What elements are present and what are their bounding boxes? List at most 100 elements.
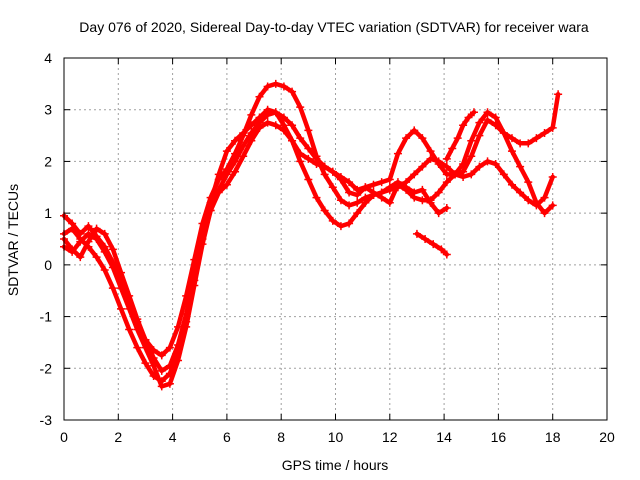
data-point xyxy=(442,178,451,187)
data-point xyxy=(320,162,329,171)
data-point xyxy=(532,134,541,143)
data-point xyxy=(271,108,280,117)
data-point xyxy=(239,141,248,150)
x-axis-label: GPS time / hours xyxy=(282,457,389,473)
data-point xyxy=(483,108,492,117)
data-point xyxy=(296,157,305,166)
data-point xyxy=(190,281,199,290)
y-tick-label: 4 xyxy=(44,50,52,66)
data-point xyxy=(540,209,549,218)
data-point xyxy=(507,180,516,189)
data-point xyxy=(288,87,297,96)
data-point xyxy=(475,118,484,127)
data-point xyxy=(475,131,484,140)
data-point xyxy=(117,268,126,277)
data-point xyxy=(532,201,541,210)
data-point xyxy=(345,201,354,210)
data-point xyxy=(231,136,240,145)
data-point xyxy=(214,170,223,179)
data-point xyxy=(393,149,402,158)
data-point xyxy=(524,139,533,148)
data-point xyxy=(320,206,329,215)
data-point xyxy=(421,235,430,243)
series-layer xyxy=(60,79,563,391)
data-point xyxy=(279,121,288,130)
data-point xyxy=(255,92,264,101)
data-point xyxy=(369,180,378,189)
x-tick-label: 2 xyxy=(114,429,122,445)
data-point xyxy=(499,170,508,179)
y-tick-label: 2 xyxy=(44,153,52,169)
data-point xyxy=(507,147,516,156)
data-point xyxy=(548,172,557,181)
data-point xyxy=(369,191,378,200)
data-point xyxy=(108,263,117,272)
x-tick-label: 4 xyxy=(169,429,177,445)
data-point xyxy=(475,162,484,171)
data-point xyxy=(418,185,427,194)
data-point xyxy=(84,229,93,238)
data-point xyxy=(448,144,457,153)
data-point xyxy=(141,359,150,368)
data-point xyxy=(336,172,345,181)
data-point xyxy=(426,196,435,205)
data-point xyxy=(125,325,134,334)
data-point xyxy=(459,167,468,176)
data-point xyxy=(426,147,435,156)
data-point xyxy=(328,183,337,192)
data-point xyxy=(263,110,272,119)
data-point xyxy=(345,188,354,197)
data-point xyxy=(125,304,134,313)
data-point xyxy=(100,229,109,238)
data-point xyxy=(469,108,478,117)
data-point xyxy=(516,162,525,171)
data-point xyxy=(336,222,345,231)
data-point xyxy=(165,361,174,370)
data-point xyxy=(76,237,85,246)
data-point xyxy=(437,245,446,254)
data-point xyxy=(165,379,174,388)
data-point xyxy=(442,170,451,179)
data-point xyxy=(279,113,288,122)
data-point xyxy=(345,178,354,187)
data-point xyxy=(450,170,459,179)
data-point xyxy=(263,118,272,127)
data-point xyxy=(84,222,93,231)
data-point xyxy=(385,185,394,194)
data-point xyxy=(231,157,240,166)
data-point xyxy=(157,351,166,360)
data-point xyxy=(483,157,492,166)
data-point xyxy=(548,201,557,210)
y-axis-label: SDTVAR / TECUs xyxy=(5,184,21,296)
data-point xyxy=(247,128,256,137)
data-point xyxy=(92,224,101,233)
data-point xyxy=(418,134,427,143)
y-tick-label: -3 xyxy=(40,412,53,428)
data-point xyxy=(239,152,248,161)
data-point xyxy=(499,128,508,137)
data-point xyxy=(320,170,329,179)
data-point xyxy=(198,240,207,249)
data-point xyxy=(206,206,215,215)
data-point xyxy=(434,160,443,169)
data-point xyxy=(304,126,313,135)
data-point xyxy=(540,128,549,137)
data-point xyxy=(418,196,427,205)
data-point xyxy=(429,240,438,249)
x-tick-label: 20 xyxy=(599,429,615,445)
data-point xyxy=(312,193,321,202)
data-point xyxy=(467,152,476,161)
data-point xyxy=(410,170,419,179)
data-point xyxy=(149,361,158,370)
data-point xyxy=(328,216,337,225)
data-point xyxy=(100,266,109,275)
data-point xyxy=(442,162,451,171)
data-point xyxy=(554,90,563,99)
data-point xyxy=(141,343,150,352)
x-tick-label: 8 xyxy=(277,429,285,445)
data-point xyxy=(467,136,476,145)
data-point xyxy=(402,178,411,187)
data-point xyxy=(247,121,256,130)
data-point xyxy=(133,343,142,352)
